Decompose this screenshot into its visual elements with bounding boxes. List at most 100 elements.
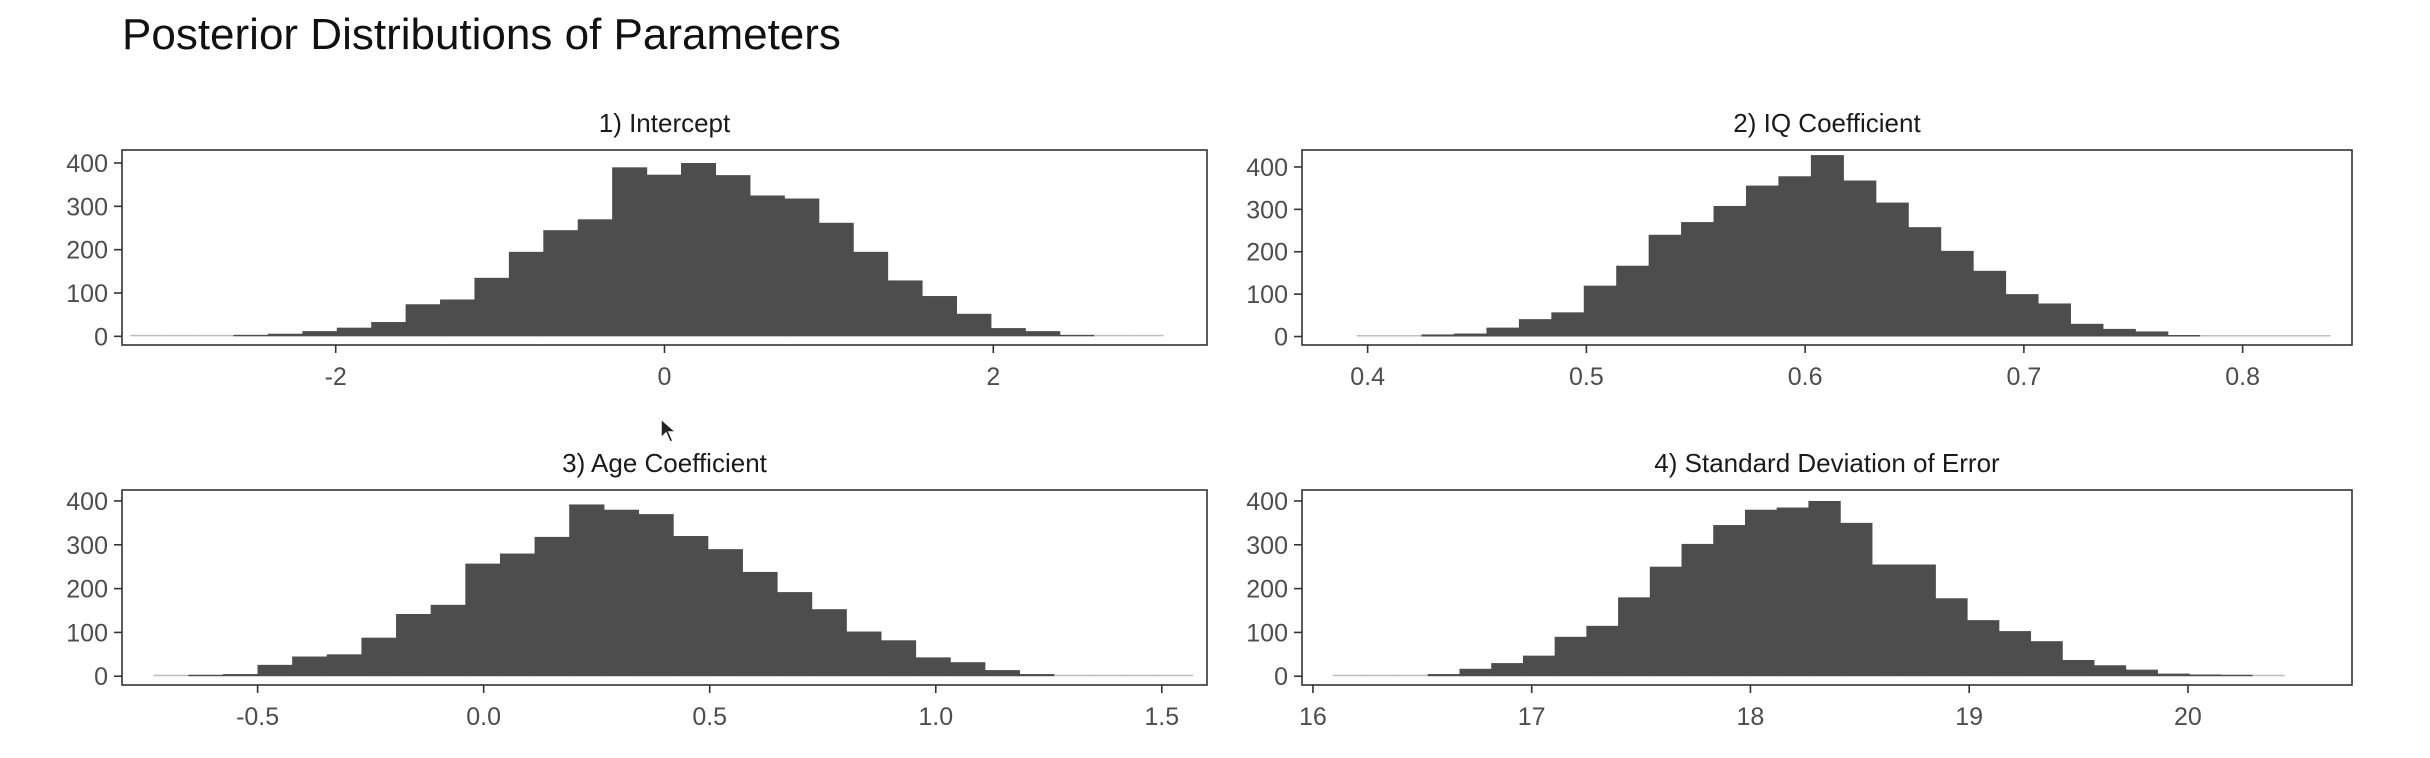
panel-title: 4) Standard Deviation of Error bbox=[1654, 448, 2000, 478]
histogram-bar bbox=[1713, 205, 1747, 337]
histogram-bar bbox=[2167, 335, 2201, 337]
histogram-bar bbox=[1522, 655, 1556, 677]
histogram-bar bbox=[1935, 598, 1968, 677]
y-tick-label: 100 bbox=[1246, 619, 1288, 647]
histogram-bar bbox=[1551, 312, 1585, 337]
histogram-bar bbox=[1454, 333, 1488, 337]
histogram-bar bbox=[1744, 509, 1778, 677]
y-tick-label: 100 bbox=[66, 280, 108, 308]
histogram-bar bbox=[1903, 564, 1936, 677]
y-tick-label: 0 bbox=[94, 663, 108, 691]
histogram-bar bbox=[371, 322, 407, 337]
y-tick-label: 100 bbox=[66, 619, 108, 647]
x-tick-label: 18 bbox=[1737, 703, 1765, 731]
histogram-bar bbox=[956, 313, 992, 337]
histogram-bar bbox=[1843, 180, 1877, 337]
y-tick-label: 300 bbox=[1246, 532, 1288, 560]
histogram-bar bbox=[1973, 270, 2007, 337]
chart-panel-2: 2) IQ Coefficient 0 100 200 300 400 0.4 0.5 0.6 0… bbox=[1246, 108, 2353, 391]
y-tick-label: 400 bbox=[1246, 154, 1288, 182]
chart-panel-1: 1) Intercept 0 100 200 300 400 -2 0 2 bbox=[66, 108, 1208, 391]
histogram-bar bbox=[534, 536, 570, 677]
y-tick-label: 200 bbox=[1246, 576, 1288, 604]
histogram-bar bbox=[267, 333, 303, 337]
x-tick-label: 16 bbox=[1299, 703, 1327, 731]
histogram-bar bbox=[2062, 660, 2095, 677]
y-tick-label: 100 bbox=[1246, 281, 1288, 309]
histogram-bar bbox=[915, 657, 951, 677]
histogram-bar bbox=[1940, 250, 1974, 337]
histogram-bar bbox=[1059, 334, 1095, 337]
x-tick-label: 0.5 bbox=[1569, 363, 1604, 391]
y-tick-label: 200 bbox=[66, 237, 108, 265]
histogram-bar bbox=[508, 251, 544, 337]
histogram-bar bbox=[2125, 669, 2158, 677]
histogram-bar bbox=[1421, 334, 1455, 337]
histogram-bar bbox=[1396, 674, 1429, 677]
panel-frame bbox=[1301, 489, 2353, 686]
y-tick-label: 200 bbox=[1246, 239, 1288, 267]
y-tick-label: 200 bbox=[66, 576, 108, 604]
histogram-bar bbox=[474, 277, 510, 337]
histogram-bar bbox=[2265, 335, 2299, 337]
histogram-bar bbox=[440, 299, 476, 337]
x-tick-label: 17 bbox=[1518, 703, 1546, 731]
x-tick-label: 20 bbox=[2174, 703, 2202, 731]
histogram-bar bbox=[2070, 323, 2104, 337]
histogram-bar bbox=[646, 174, 682, 337]
histogram-bar bbox=[1389, 335, 1423, 337]
histogram-bar bbox=[673, 536, 709, 677]
histogram-bar bbox=[1840, 522, 1873, 677]
x-tick-label: 0.5 bbox=[692, 703, 727, 731]
x-tick-label: -2 bbox=[325, 363, 347, 391]
histogram-bar bbox=[1871, 564, 1905, 677]
histogram-bar bbox=[2037, 303, 2071, 337]
y-tick-label: 0 bbox=[1274, 324, 1288, 352]
x-tick-label: -0.5 bbox=[236, 703, 279, 731]
histogram-bar bbox=[1808, 500, 1841, 677]
histogram-bar bbox=[543, 230, 579, 337]
histogram-bar bbox=[1713, 525, 1746, 677]
histogram-bar bbox=[1427, 674, 1461, 677]
histogram-bar bbox=[1778, 176, 1812, 337]
histogram-bar bbox=[499, 553, 536, 677]
histogram-bar bbox=[2220, 674, 2254, 677]
histogram-bar bbox=[1459, 668, 1492, 677]
histogram-bar bbox=[1745, 185, 1780, 337]
histogram-bar bbox=[853, 251, 889, 337]
histogram-bar bbox=[1356, 335, 1390, 337]
histogram-bar bbox=[1088, 674, 1124, 677]
histogram-bar bbox=[880, 640, 917, 677]
histogram-bar bbox=[681, 163, 717, 337]
histogram-bar bbox=[638, 514, 674, 677]
histogram-bar bbox=[1332, 674, 1365, 677]
x-tick-label: 1.0 bbox=[918, 703, 953, 731]
x-tick-label: 19 bbox=[1955, 703, 1983, 731]
histogram-bar bbox=[188, 674, 224, 677]
histogram-bar bbox=[1810, 155, 1844, 337]
x-tick-label: 0.7 bbox=[2006, 363, 2041, 391]
histogram-bar bbox=[2297, 335, 2331, 337]
histogram-bar bbox=[784, 198, 820, 337]
histogram-bar bbox=[257, 664, 293, 677]
histogram-bar bbox=[990, 328, 1026, 337]
histogram-bar bbox=[1123, 674, 1159, 677]
histogram-bar bbox=[2135, 331, 2169, 337]
x-tick-label: 0.0 bbox=[466, 703, 501, 731]
histogram-bar bbox=[1967, 620, 2000, 677]
histogram-bar bbox=[984, 670, 1020, 677]
histogram-bar bbox=[1618, 597, 1651, 677]
histogram-bar bbox=[2189, 674, 2222, 677]
histogram-bar bbox=[2102, 328, 2136, 337]
panel-title: 3) Age Coefficient bbox=[562, 448, 768, 478]
chart-panel-4: 4) Standard Deviation of Error 0 100 200 300… bbox=[1246, 448, 2353, 731]
histogram-bar bbox=[612, 167, 648, 337]
y-tick-label: 400 bbox=[66, 488, 108, 516]
histogram-bar bbox=[326, 654, 363, 677]
histogram-bar bbox=[715, 175, 751, 337]
panel-title: 1) Intercept bbox=[599, 108, 731, 138]
mouse-pointer-icon bbox=[660, 418, 678, 443]
histogram-bar bbox=[336, 327, 372, 337]
histogram-bar bbox=[153, 674, 189, 677]
histogram-bar bbox=[1681, 543, 1714, 677]
